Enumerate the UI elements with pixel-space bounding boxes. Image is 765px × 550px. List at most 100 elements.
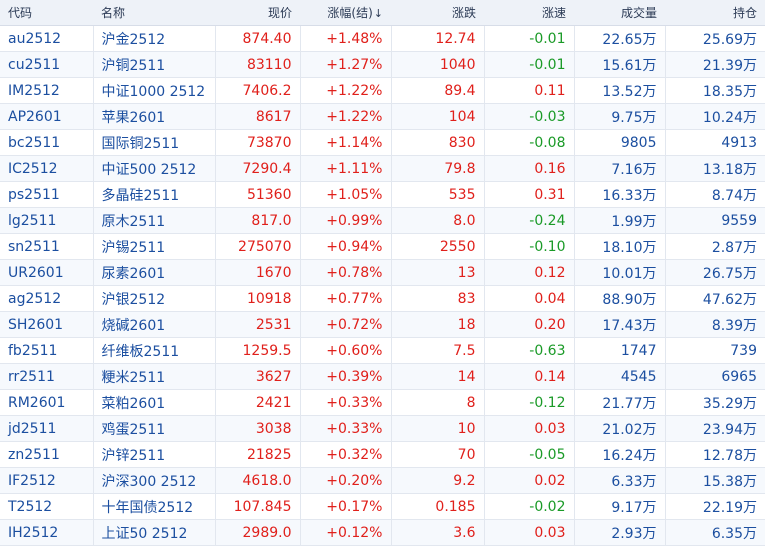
cell-change-pct: +0.94%: [300, 233, 392, 260]
table-row[interactable]: UR2601 尿素2601 1670 +0.78% 13 0.12 10.01万 26.75万: [0, 259, 765, 286]
cell-volume: 9805: [574, 129, 666, 156]
cell-price: 73870: [215, 129, 301, 156]
cell-speed: 0.03: [484, 415, 575, 442]
table-row[interactable]: sn2511 沪锡2511 275070 +0.94% 2550 -0.10 18.10万 2…: [0, 233, 765, 260]
cell-price: 7406.2: [215, 77, 301, 104]
cell-name: 中证1000 2512: [93, 77, 216, 104]
cell-change: 83: [391, 285, 485, 312]
cell-open-interest: 6965: [665, 363, 765, 390]
cell-change-pct: +0.60%: [300, 337, 392, 364]
cell-open-interest: 6.35万: [665, 519, 765, 546]
cell-price: 874.40: [215, 25, 301, 52]
cell-change-pct: +1.48%: [300, 25, 392, 52]
table-row[interactable]: T2512 十年国债2512 107.845 +0.17% 0.185 -0.02 9.17…: [0, 493, 765, 520]
cell-change-pct: +1.22%: [300, 77, 392, 104]
cell-open-interest: 25.69万: [665, 25, 765, 52]
table-row[interactable]: ps2511 多晶硅2511 51360 +1.05% 535 0.31 16.33万 8.7…: [0, 181, 765, 208]
cell-change: 89.4: [391, 77, 485, 104]
cell-change-pct: +0.72%: [300, 311, 392, 338]
cell-change: 7.5: [391, 337, 485, 364]
table-row[interactable]: rr2511 粳米2511 3627 +0.39% 14 0.14 4545 6965: [0, 363, 765, 390]
cell-change-pct: +1.14%: [300, 129, 392, 156]
cell-price: 107.845: [215, 493, 301, 520]
column-header-volume[interactable]: 成交量: [574, 0, 665, 26]
cell-volume: 21.02万: [574, 415, 666, 442]
cell-change: 70: [391, 441, 485, 468]
table-row[interactable]: zn2511 沪锌2511 21825 +0.32% 70 -0.05 16.24万 12.7…: [0, 441, 765, 468]
cell-name: 烧碱2601: [93, 311, 216, 338]
cell-code: ag2512: [0, 285, 94, 312]
cell-volume: 2.93万: [574, 519, 666, 546]
cell-change: 8.0: [391, 207, 485, 234]
cell-change-pct: +1.22%: [300, 103, 392, 130]
cell-open-interest: 8.39万: [665, 311, 765, 338]
cell-price: 2989.0: [215, 519, 301, 546]
table-row[interactable]: ag2512 沪银2512 10918 +0.77% 83 0.04 88.90万 47.62…: [0, 285, 765, 312]
cell-open-interest: 13.18万: [665, 155, 765, 182]
column-header-open-interest[interactable]: 持仓: [665, 0, 765, 26]
cell-code: T2512: [0, 493, 94, 520]
cell-change: 13: [391, 259, 485, 286]
table-row[interactable]: IH2512 上证50 2512 2989.0 +0.12% 3.6 0.03 2.93万 6…: [0, 519, 765, 546]
column-header-code[interactable]: 代码: [0, 0, 93, 26]
cell-speed: 0.20: [484, 311, 575, 338]
cell-speed: 0.02: [484, 467, 575, 494]
cell-open-interest: 22.19万: [665, 493, 765, 520]
column-header-speed[interactable]: 涨速: [484, 0, 574, 26]
cell-price: 3038: [215, 415, 301, 442]
cell-price: 2421: [215, 389, 301, 416]
cell-change: 8: [391, 389, 485, 416]
cell-change: 0.185: [391, 493, 485, 520]
table-row[interactable]: lg2511 原木2511 817.0 +0.99% 8.0 -0.24 1.99万 9559: [0, 207, 765, 234]
table-row[interactable]: fb2511 纤维板2511 1259.5 +0.60% 7.5 -0.63 1747 739: [0, 337, 765, 364]
table-row[interactable]: au2512 沪金2512 874.40 +1.48% 12.74 -0.01 22.65万…: [0, 25, 765, 52]
cell-volume: 4545: [574, 363, 666, 390]
table-row[interactable]: IM2512 中证1000 2512 7406.2 +1.22% 89.4 0.11 13.…: [0, 77, 765, 104]
table-row[interactable]: cu2511 沪铜2511 83110 +1.27% 1040 -0.01 15.61万 21…: [0, 51, 765, 78]
column-header-name[interactable]: 名称: [93, 0, 215, 26]
cell-code: lg2511: [0, 207, 94, 234]
table-row[interactable]: SH2601 烧碱2601 2531 +0.72% 18 0.20 17.43万 8.39万: [0, 311, 765, 338]
cell-name: 纤维板2511: [93, 337, 216, 364]
column-header-price[interactable]: 现价: [215, 0, 300, 26]
cell-price: 21825: [215, 441, 301, 468]
column-header-change[interactable]: 涨跌: [391, 0, 484, 26]
table-header: 代码 名称 现价 涨幅(结)↓ 涨跌 涨速 成交量 持仓: [0, 0, 765, 26]
cell-open-interest: 35.29万: [665, 389, 765, 416]
cell-volume: 21.77万: [574, 389, 666, 416]
cell-change: 1040: [391, 51, 485, 78]
table-row[interactable]: bc2511 国际铜2511 73870 +1.14% 830 -0.08 9805 4913: [0, 129, 765, 156]
cell-volume: 88.90万: [574, 285, 666, 312]
cell-open-interest: 2.87万: [665, 233, 765, 260]
cell-volume: 6.33万: [574, 467, 666, 494]
table-row[interactable]: AP2601 苹果2601 8617 +1.22% 104 -0.03 9.75万 10.24…: [0, 103, 765, 130]
cell-change: 18: [391, 311, 485, 338]
table-row[interactable]: IF2512 沪深300 2512 4618.0 +0.20% 9.2 0.02 6.33万…: [0, 467, 765, 494]
cell-change: 3.6: [391, 519, 485, 546]
cell-name: 沪锌2511: [93, 441, 216, 468]
cell-price: 7290.4: [215, 155, 301, 182]
cell-speed: -0.24: [484, 207, 575, 234]
cell-volume: 16.33万: [574, 181, 666, 208]
table-row[interactable]: RM2601 菜粕2601 2421 +0.33% 8 -0.12 21.77万 35.29万: [0, 389, 765, 416]
cell-volume: 15.61万: [574, 51, 666, 78]
cell-code: zn2511: [0, 441, 94, 468]
cell-change: 12.74: [391, 25, 485, 52]
cell-volume: 13.52万: [574, 77, 666, 104]
cell-name: 沪金2512: [93, 25, 216, 52]
cell-change-pct: +1.05%: [300, 181, 392, 208]
table-row[interactable]: jd2511 鸡蛋2511 3038 +0.33% 10 0.03 21.02万 23.94万: [0, 415, 765, 442]
cell-price: 4618.0: [215, 467, 301, 494]
cell-speed: -0.10: [484, 233, 575, 260]
cell-change: 104: [391, 103, 485, 130]
cell-open-interest: 10.24万: [665, 103, 765, 130]
cell-code: rr2511: [0, 363, 94, 390]
cell-name: 菜粕2601: [93, 389, 216, 416]
cell-change-pct: +0.20%: [300, 467, 392, 494]
cell-name: 十年国债2512: [93, 493, 216, 520]
cell-change: 79.8: [391, 155, 485, 182]
sort-descending-icon[interactable]: ↓: [373, 7, 383, 20]
cell-code: IM2512: [0, 77, 94, 104]
table-row[interactable]: IC2512 中证500 2512 7290.4 +1.11% 79.8 0.16 7.16…: [0, 155, 765, 182]
column-header-change-pct[interactable]: 涨幅(结)↓: [300, 0, 391, 26]
